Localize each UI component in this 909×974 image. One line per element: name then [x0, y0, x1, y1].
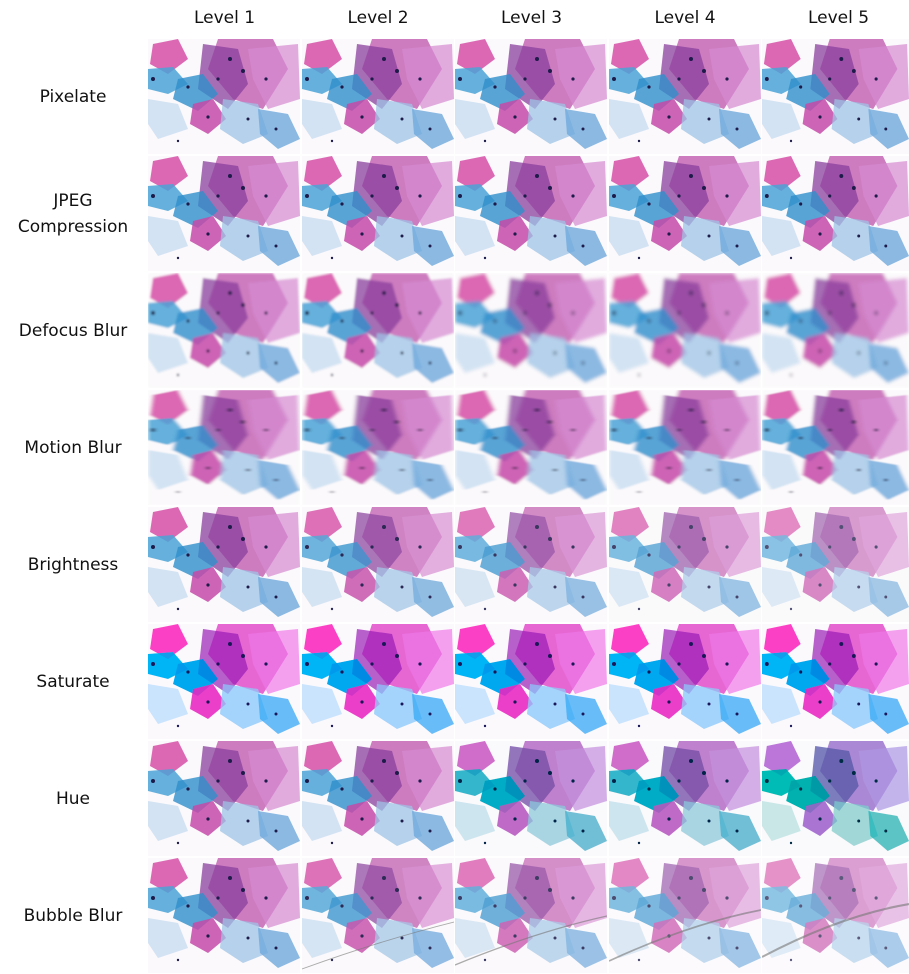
- image-cell: [455, 390, 607, 505]
- figure: Level 1Level 2Level 3Level 4Level 5 Pixel…: [0, 0, 909, 965]
- image-cell: [455, 39, 607, 154]
- image-cell: [302, 858, 454, 973]
- image-cell: [148, 390, 300, 505]
- column-label: Level 4: [609, 8, 762, 28]
- image-cell: [762, 273, 909, 388]
- column-label: Level 2: [302, 8, 455, 28]
- image-cell: [609, 390, 761, 505]
- image-cell: [455, 273, 607, 388]
- column-label: Level 3: [455, 8, 608, 28]
- image-cell: [609, 624, 761, 739]
- row-label: JPEG Compression: [0, 155, 146, 272]
- image-cell: [148, 858, 300, 973]
- image-cell: [302, 741, 454, 856]
- image-cell: [148, 156, 300, 271]
- image-cell: [455, 624, 607, 739]
- image-cell: [455, 858, 607, 973]
- row-label: Motion Blur: [0, 389, 146, 506]
- image-cell: [609, 273, 761, 388]
- row-label: Bubble Blur: [0, 857, 146, 974]
- image-cell: [609, 741, 761, 856]
- image-cell: [302, 273, 454, 388]
- image-cell: [762, 624, 909, 739]
- row-label: Brightness: [0, 506, 146, 623]
- image-cell: [148, 273, 300, 388]
- image-cell: [148, 624, 300, 739]
- image-cell: [455, 741, 607, 856]
- row-label: Saturate: [0, 623, 146, 740]
- image-cell: [302, 390, 454, 505]
- image-cell: [609, 39, 761, 154]
- row-label: Hue: [0, 740, 146, 857]
- image-cell: [762, 390, 909, 505]
- column-label: Level 5: [762, 8, 909, 28]
- image-cell: [455, 507, 607, 622]
- image-cell: [762, 858, 909, 973]
- image-cell: [609, 507, 761, 622]
- image-cell: [762, 507, 909, 622]
- image-cell: [609, 858, 761, 973]
- image-cell: [302, 156, 454, 271]
- image-cell: [455, 156, 607, 271]
- image-cell: [148, 39, 300, 154]
- row-label: Defocus Blur: [0, 272, 146, 389]
- image-cell: [302, 507, 454, 622]
- column-label: Level 1: [148, 8, 301, 28]
- image-cell: [762, 156, 909, 271]
- image-cell: [762, 741, 909, 856]
- image-cell: [302, 624, 454, 739]
- image-cell: [148, 741, 300, 856]
- image-cell: [148, 507, 300, 622]
- row-label: Pixelate: [0, 38, 146, 155]
- image-cell: [762, 39, 909, 154]
- image-cell: [302, 39, 454, 154]
- image-cell: [609, 156, 761, 271]
